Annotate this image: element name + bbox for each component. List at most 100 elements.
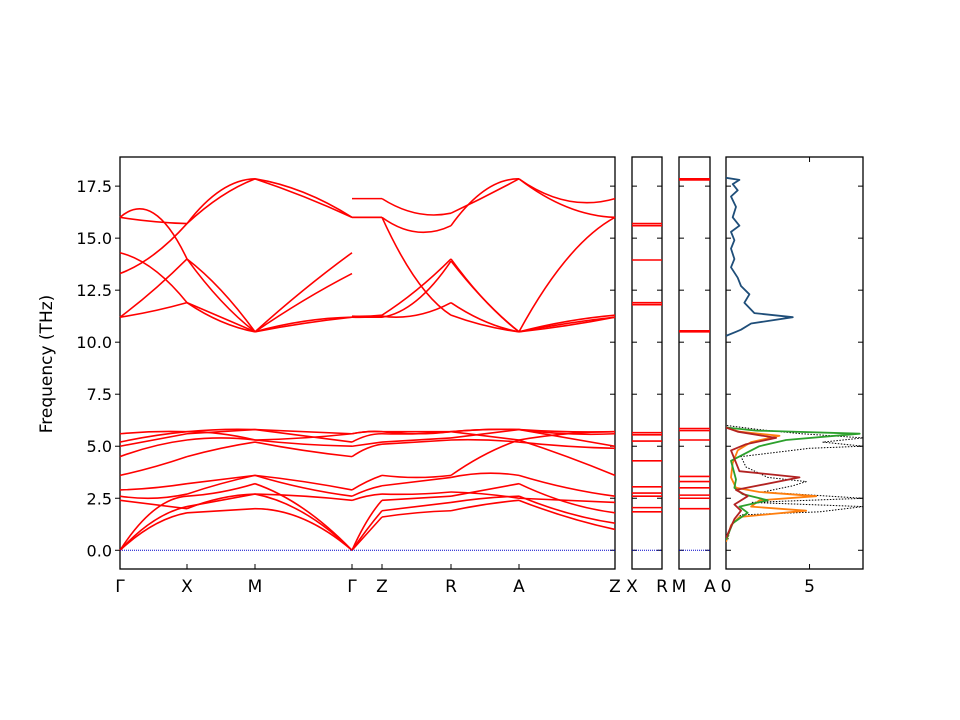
- y-axis-label: Frequency (THz): [37, 295, 57, 434]
- band-line: [518, 495, 616, 525]
- band-line: [450, 499, 520, 512]
- band-line: [119, 432, 188, 448]
- band-line: [450, 430, 520, 441]
- band-line: [518, 178, 616, 219]
- y-tick-label: 5.0: [87, 437, 112, 456]
- band-line: [186, 301, 256, 333]
- x-tick-label: R: [445, 577, 457, 597]
- band-line: [119, 455, 188, 477]
- band-line: [254, 178, 353, 219]
- band-line: [381, 501, 452, 512]
- dos-series-high: [726, 176, 794, 337]
- x-tick-label: 5: [804, 577, 815, 597]
- band-line: [351, 484, 383, 497]
- x-tick-label: Γ: [347, 577, 357, 597]
- band-line: [351, 441, 383, 448]
- band-line: [351, 474, 383, 491]
- band-line: [450, 178, 520, 214]
- x-tick-label: Z: [376, 577, 388, 597]
- band-line: [254, 252, 353, 333]
- band-line: [119, 258, 188, 318]
- band-line: [450, 178, 520, 227]
- band-line: [518, 216, 616, 333]
- band-line: [186, 258, 256, 333]
- y-tick-label: 7.5: [87, 385, 112, 404]
- x-tick-label: R: [656, 577, 668, 597]
- band-line: [119, 499, 188, 510]
- panels-layer: 0.02.55.07.510.012.515.017.5Γ X M Γ Z R A Z X R M A…: [76, 156, 864, 597]
- band-line: [381, 474, 452, 479]
- band-line: [450, 438, 520, 443]
- dos-series-red: [726, 426, 801, 539]
- band-line: [119, 208, 188, 260]
- band-line: [450, 258, 520, 333]
- band-line: [254, 316, 353, 333]
- y-tick-label: 15.0: [76, 229, 112, 248]
- dos-series-green: [726, 426, 861, 541]
- band-line: [450, 314, 520, 333]
- band-line: [351, 314, 383, 318]
- band-line: [351, 430, 383, 435]
- band-line: [450, 428, 520, 433]
- band-line: [186, 178, 256, 225]
- band-line: [186, 507, 256, 514]
- band-line: [119, 223, 188, 275]
- band-line: [381, 260, 452, 319]
- band-line: [254, 272, 353, 333]
- band-line: [254, 178, 353, 219]
- band-line: [450, 428, 520, 439]
- x-tick-label: A: [513, 577, 525, 597]
- band-line: [254, 439, 353, 448]
- band-line: [186, 301, 256, 333]
- band-line: [450, 495, 520, 504]
- band-line: [351, 432, 383, 443]
- band-line: [119, 430, 188, 435]
- band-panel-X-R-frame: [631, 156, 663, 570]
- band-line: [119, 216, 188, 225]
- band-line: [518, 482, 616, 514]
- band-line: [254, 507, 353, 551]
- band-line: [381, 301, 452, 318]
- band-line: [351, 315, 383, 319]
- band-line: [119, 482, 188, 491]
- band-panel-main-frame: [119, 156, 616, 570]
- band-line: [254, 482, 353, 551]
- band-line: [351, 499, 383, 551]
- band-line: [254, 474, 353, 491]
- band-line: [119, 493, 188, 500]
- x-tick-label: A: [704, 577, 716, 597]
- x-tick-label: M: [672, 577, 687, 597]
- band-line: [119, 251, 188, 304]
- band-line: [518, 441, 616, 450]
- band-line: [186, 178, 256, 225]
- band-line: [186, 441, 256, 458]
- band-line: [450, 482, 520, 497]
- band-line: [351, 443, 383, 458]
- band-line: [518, 474, 616, 497]
- band-line: [381, 491, 452, 496]
- band-panel-main: 0.02.55.07.510.012.515.017.5Γ X M Γ Z R A Z: [76, 156, 621, 597]
- band-line: [381, 216, 452, 234]
- band-line: [518, 316, 616, 333]
- band-line: [450, 491, 520, 500]
- band-line: [186, 258, 256, 333]
- x-tick-label: Z: [609, 577, 621, 597]
- band-line: [381, 437, 452, 443]
- band-panel-M-A-frame: [678, 156, 711, 570]
- band-line: [254, 432, 353, 441]
- band-line: [381, 495, 452, 502]
- band-line: [254, 474, 353, 497]
- band-line: [119, 495, 188, 551]
- y-tick-label: 12.5: [76, 281, 112, 300]
- band-line: [254, 428, 353, 435]
- band-line: [186, 474, 256, 485]
- band-line: [351, 493, 383, 502]
- dos-panel-frame: [725, 156, 864, 570]
- band-line: [119, 439, 188, 458]
- band-line: [381, 197, 452, 216]
- y-tick-label: 10.0: [76, 333, 112, 352]
